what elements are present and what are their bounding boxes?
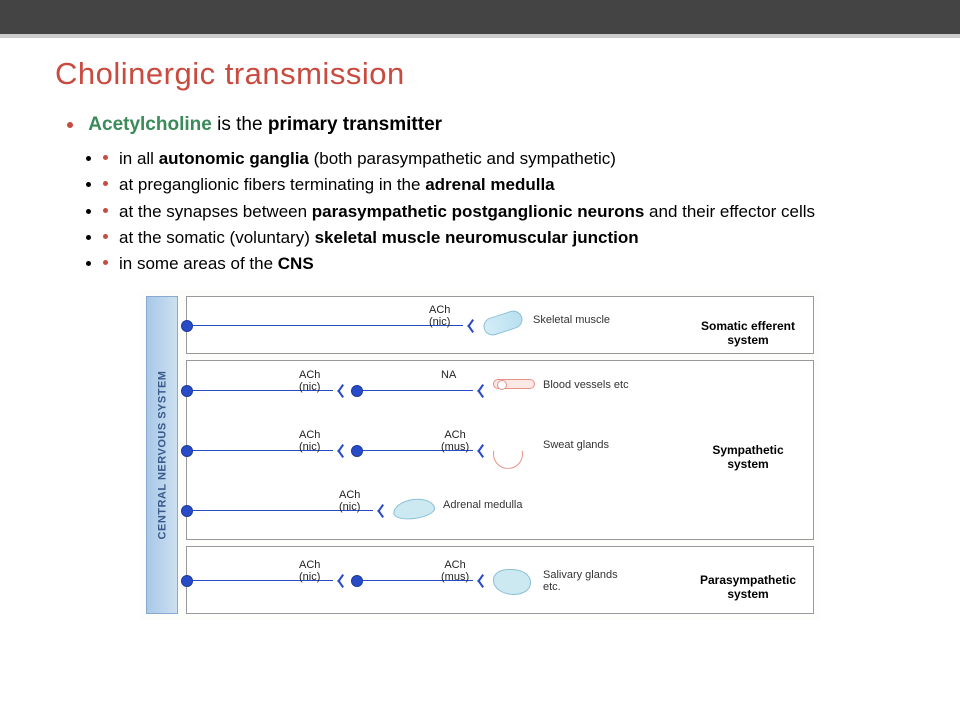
sub-pre: in all xyxy=(119,149,159,168)
transmitter-label: ACh(nic) xyxy=(299,369,320,394)
sub-bold: autonomic ganglia xyxy=(159,149,309,168)
target-label: Blood vessels etc xyxy=(543,379,633,391)
sub-bold: CNS xyxy=(278,254,314,273)
transmitter-label: ACh(mus) xyxy=(441,429,469,454)
transmitter-label: ACh(nic) xyxy=(429,304,450,329)
top-bar xyxy=(0,0,960,34)
synapse-icon xyxy=(333,574,343,588)
sub-bullet-item: in all autonomic ganglia (both parasympa… xyxy=(103,146,905,172)
sub-bullet-icon xyxy=(103,208,108,213)
neurotransmitter-diagram: CENTRAL NERVOUS SYSTEM Somatic efferent … xyxy=(140,290,820,620)
neuron-soma xyxy=(181,445,193,457)
target-organ-skel xyxy=(481,308,525,337)
sub-bullet-icon xyxy=(103,260,108,265)
target-label: Sweat glands xyxy=(543,439,633,451)
synapse-icon xyxy=(473,444,483,458)
neuron-soma xyxy=(351,385,363,397)
bullet-icon xyxy=(67,122,73,128)
synapse-icon xyxy=(473,574,483,588)
neuron-soma xyxy=(181,320,193,332)
synapse-icon xyxy=(333,444,343,458)
main-bold: primary transmitter xyxy=(268,114,442,135)
transmitter-label: ACh(mus) xyxy=(441,559,469,584)
system-panel: Somatic efferent system ACh(nic) Skeletal … xyxy=(186,296,814,354)
sub-bold: adrenal medulla xyxy=(425,175,554,194)
sub-pre: in some areas of the xyxy=(119,254,278,273)
system-panel: Sympathetic system ACh(nic) NA Blood vessel… xyxy=(186,360,814,540)
sub-bullet-item: at preganglionic fibers terminating in t… xyxy=(103,172,905,198)
target-label: Skeletal muscle xyxy=(533,314,623,326)
sub-bullet-item: in some areas of the CNS xyxy=(103,251,905,277)
system-label: Sympathetic system xyxy=(693,443,803,471)
synapse-icon xyxy=(333,384,343,398)
neuron-soma xyxy=(181,385,193,397)
target-organ-vessel xyxy=(493,379,535,389)
transmitter-label: ACh(nic) xyxy=(299,559,320,584)
system-label: Somatic efferent system xyxy=(693,319,803,347)
neuron-soma xyxy=(181,575,193,587)
sub-pre: at the somatic (voluntary) xyxy=(119,228,315,247)
axon-line xyxy=(193,325,463,327)
transmitter-label: ACh(nic) xyxy=(339,489,360,514)
sub-bullet-icon xyxy=(103,181,108,186)
target-label: Salivary glands etc. xyxy=(543,569,633,593)
slide-content: Cholinergic transmission Acetylcholine i… xyxy=(0,38,960,620)
main-bullet-line: Acetylcholine is the primary transmitter xyxy=(67,114,905,136)
sub-post: and their effector cells xyxy=(644,202,815,221)
target-label: Adrenal medulla xyxy=(443,499,533,511)
system-label: Parasympathetic system xyxy=(693,573,803,601)
sub-post: (both parasympathetic and sympathetic) xyxy=(309,149,616,168)
slide-title: Cholinergic transmission xyxy=(55,56,905,92)
sub-bullet-item: at the synapses between parasympathetic … xyxy=(103,199,905,225)
sub-bold: skeletal muscle neuromuscular junction xyxy=(315,228,639,247)
sub-bullet-list: in all autonomic ganglia (both parasympa… xyxy=(103,146,905,278)
sub-bold: parasympathetic postganglionic neurons xyxy=(312,202,645,221)
main-rest: is the xyxy=(212,114,268,135)
target-organ-saliv xyxy=(493,569,531,595)
synapse-icon xyxy=(463,319,473,333)
sub-bullet-icon xyxy=(103,234,108,239)
sub-pre: at preganglionic fibers terminating in t… xyxy=(119,175,425,194)
sub-bullet-item: at the somatic (voluntary) skeletal musc… xyxy=(103,225,905,251)
synapse-icon xyxy=(373,504,383,518)
neuron-soma xyxy=(351,575,363,587)
system-panel: Parasympathetic system ACh(nic) ACh(mus) Sa… xyxy=(186,546,814,614)
axon-line xyxy=(363,390,473,392)
main-accent-word: Acetylcholine xyxy=(88,114,212,135)
cns-column: CENTRAL NERVOUS SYSTEM xyxy=(146,296,178,614)
target-organ-adrenal xyxy=(392,496,436,522)
neuron-soma xyxy=(351,445,363,457)
transmitter-label: NA xyxy=(441,369,456,382)
transmitter-label: ACh(nic) xyxy=(299,429,320,454)
sub-bullet-icon xyxy=(103,155,108,160)
sub-pre: at the synapses between xyxy=(119,202,312,221)
cns-label: CENTRAL NERVOUS SYSTEM xyxy=(156,370,168,539)
target-organ-sweat xyxy=(493,439,525,463)
synapse-icon xyxy=(473,384,483,398)
neuron-soma xyxy=(181,505,193,517)
